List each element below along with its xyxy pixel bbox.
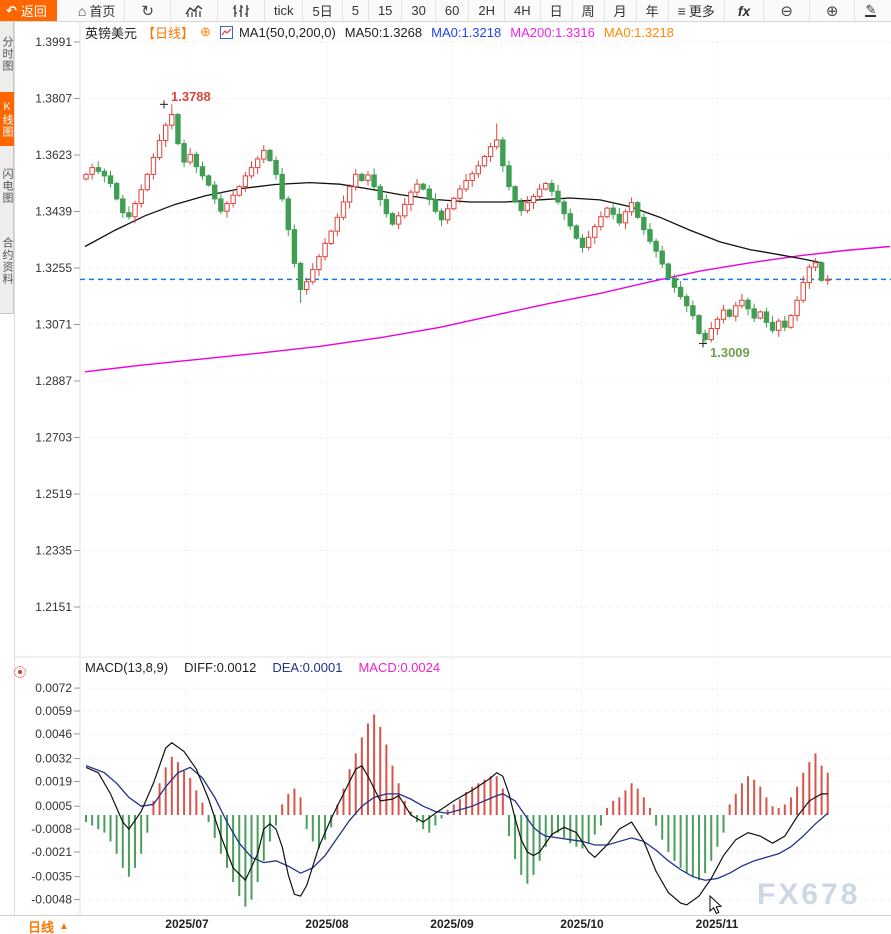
period-tag: 【日线】 [142,25,195,41]
sidebar-tab-3[interactable]: 闪电图 [1,168,13,204]
back-button[interactable]: ↶ 返回 [0,0,57,21]
ma-settings-label: MA1(50,0,200,0) [238,24,336,40]
zoom-in-button[interactable]: ⊕ [810,0,856,21]
ma0-blue-value: MA0:1.3218 [431,24,502,40]
macd-histogram [85,714,829,907]
timeline-chart-icon [185,4,203,17]
period-button-年[interactable]: 年 [637,0,669,21]
timeframe-selector[interactable]: 日线 ▲ [28,917,69,934]
svg-text:0.0072: 0.0072 [35,681,72,695]
period-button-日[interactable]: 日 [541,0,573,21]
diff-line [85,741,828,906]
chart-logo-icon [219,25,233,39]
macd-settings-label: MACD(13,8,9) [85,660,169,675]
macd-settings-icon[interactable] [14,666,26,678]
svg-text:0.0019: 0.0019 [35,775,72,789]
dea-line [85,765,829,881]
svg-text:-0.0008: -0.0008 [31,822,72,836]
chevron-up-icon: ▲ [59,921,69,932]
toolbar: ↶ 返回 ⌂ 首页 ↻ tick 5日 5 15 30 60 2H 4H 日周月年 ≡ [0,0,891,22]
period-button-2H[interactable]: 2H [469,0,505,21]
svg-text:0.0032: 0.0032 [35,752,72,766]
zoom-in-icon: ⊕ [825,2,839,20]
refresh-icon: ↻ [141,2,154,20]
macd-value: MACD:0.0024 [358,660,441,675]
tick-label: tick [273,3,294,18]
mouse-cursor [709,894,723,915]
svg-text:0.0005: 0.0005 [35,799,72,813]
svg-text:1.2519: 1.2519 [35,487,72,501]
macd-dea-value: DEA:0.0001 [272,660,343,675]
ma200-value: MA200:1.3316 [510,24,595,40]
price-grid: 1.3991 1.3807 1.3623 1.3439 1.3255 1.3071 1.28… [31,35,891,931]
home-label: 首页 [89,4,116,19]
zoom-out-icon: ⊖ [780,2,793,20]
svg-text:1.2703: 1.2703 [35,431,72,445]
refresh-button[interactable]: ↻ [125,0,171,21]
sidebar-tab-1[interactable]: 分时图 [1,36,13,72]
period-button-4H[interactable]: 4H [505,0,541,21]
svg-text:1.2887: 1.2887 [35,374,72,388]
watermark: FX678 [757,878,860,911]
macd-header: MACD(13,8,9) DIFF:0.0012 DEA:0.0001 MACD… [85,660,440,676]
sidebar-tab-4[interactable]: 合约资料 [1,237,13,285]
svg-text:1.3807: 1.3807 [35,92,72,106]
symbol-name: 英镑美元 [85,25,138,41]
svg-text:1.2335: 1.2335 [35,544,72,558]
more-label: 更多 [688,4,715,19]
svg-text:1.3439: 1.3439 [35,205,72,219]
svg-text:1.2151: 1.2151 [35,600,72,614]
pencil-icon: ✎ [865,2,877,17]
svg-text:-0.0021: -0.0021 [31,845,72,859]
indicator-fx-button[interactable]: fx [725,0,765,21]
period-button-周[interactable]: 周 [573,0,605,21]
period-button-5[interactable]: 5 [343,0,369,21]
macd-diff-value: DIFF:0.0012 [184,660,257,675]
ma200-line [84,245,891,373]
add-compare-icon[interactable]: ⊕ [200,24,211,39]
bottom-axis-bar [0,915,891,934]
svg-text:1.3255: 1.3255 [35,261,72,275]
ma50-value: MA50:1.3268 [344,24,423,40]
ma50-line [84,181,825,265]
back-label: 返回 [20,4,47,19]
home-icon: ⌂ [77,2,87,19]
back-arrow-icon: ↶ [6,2,17,18]
period-button-30[interactable]: 30 [402,0,436,21]
ma0-orange-value: MA0:1.3218 [603,24,674,40]
period-button-60[interactable]: 60 [436,0,470,21]
candlestick-chart-icon [232,4,249,17]
sidebar-tab-2[interactable]: K线图 [0,92,14,146]
chart-header: 英镑美元 【日线】 ⊕ MA1(50,0,200,0) MA50:1.3268 … [85,24,674,41]
svg-text:-0.0048: -0.0048 [31,893,72,907]
tick-button[interactable]: tick [265,0,304,21]
draw-button[interactable]: ✎ [855,0,886,21]
candlestick-chart-button[interactable] [218,0,265,21]
svg-text:1.3071: 1.3071 [35,318,72,332]
period-button-15[interactable]: 15 [369,0,403,21]
period-button-月[interactable]: 月 [605,0,637,21]
svg-text:-0.0035: -0.0035 [31,870,72,884]
price-annotations: 1.3788 1.3009 [160,89,750,360]
sidebar-divider [14,22,15,915]
more-button[interactable]: ≡ 更多 [669,0,725,21]
timeline-chart-button[interactable] [171,0,218,21]
svg-text:0.0046: 0.0046 [35,727,72,741]
home-button[interactable]: ⌂ 首页 [69,0,126,21]
low-annotation: 1.3009 [710,345,750,360]
toolbar-periods: 5日 5 15 30 60 2H 4H 日周月年 [303,0,669,21]
svg-text:0.0059: 0.0059 [35,704,72,718]
candles [83,104,831,344]
timeframe-label: 日线 [28,920,55,934]
period-button-5日[interactable]: 5日 [303,0,343,21]
menu-icon: ≡ [677,2,686,19]
high-annotation: 1.3788 [171,89,211,104]
svg-text:1.3623: 1.3623 [35,148,72,162]
svg-text:1.3991: 1.3991 [35,35,72,49]
sidebar-tabs: 分时图 K线图闪电图合约资料 [0,22,14,314]
zoom-out-button[interactable]: ⊖ [764,0,810,21]
fx-icon: fx [737,2,751,19]
